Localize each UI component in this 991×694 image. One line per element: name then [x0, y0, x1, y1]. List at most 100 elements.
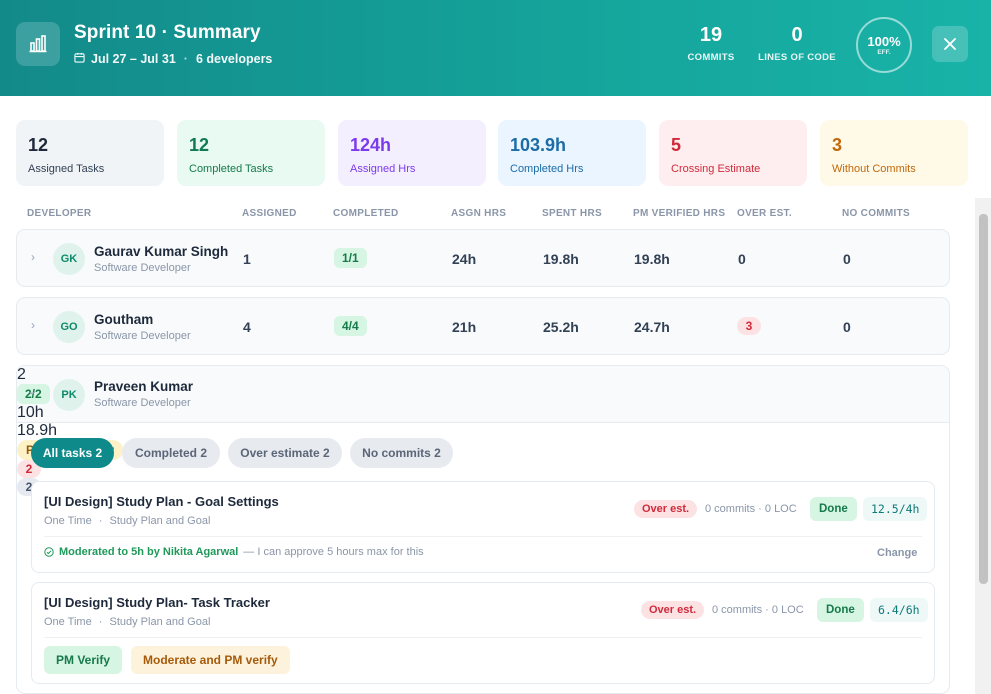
filter-no-commits[interactable]: No commits 2 [350, 438, 453, 468]
summary-label: Completed Hrs [510, 163, 584, 175]
task-meta: One Time · Study Plan and Goal [44, 515, 210, 527]
avatar: GO [53, 311, 85, 343]
pm-verified-hrs: 19.8h [634, 251, 670, 267]
summary-label: Assigned Tasks [28, 163, 105, 175]
efficiency-value: 100% [867, 34, 901, 49]
over-est-badge: 3 [737, 317, 761, 335]
developer-role: Software Developer [94, 262, 191, 274]
close-button[interactable] [932, 26, 968, 62]
task-card[interactable]: [UI Design] Study Plan - Goal Settings O… [31, 481, 935, 573]
table-header: DEVELOPER ASSIGNED COMPLETED ASGN HRS SP… [0, 208, 991, 222]
summary-label: Completed Tasks [189, 163, 274, 175]
avatar: PK [53, 379, 85, 411]
developer-row[interactable]: › GO Goutham Software Developer 4 4/4 21… [16, 297, 950, 355]
filter-over-estimate[interactable]: Over estimate 2 [228, 438, 342, 468]
col-over-est: OVER EST. [737, 208, 792, 219]
col-completed: COMPLETED [333, 208, 399, 219]
task-commits: 0 commits · 0 LOC [705, 503, 797, 515]
col-developer: DEVELOPER [27, 208, 92, 219]
developer-name: Praveen Kumar [94, 379, 194, 394]
col-asgn-hrs: ASGN HRS [451, 208, 507, 219]
hours-badge: 6.4/6h [870, 598, 928, 622]
chevron-down-icon[interactable]: › [26, 391, 40, 395]
filter-all-tasks[interactable]: All tasks 2 [31, 438, 114, 468]
summary-value: 5 [671, 135, 682, 155]
developer-name: Gaurav Kumar Singh [94, 244, 229, 259]
summary-card: 3 Without Commits [820, 120, 968, 186]
summary-card: 12 Completed Tasks [177, 120, 325, 186]
spent-hrs: 19.8h [543, 251, 579, 267]
summary-card: 5 Crossing Estimate [659, 120, 807, 186]
scrollbar-thumb[interactable] [979, 214, 988, 584]
commits-stat: 19 COMMITS [685, 24, 737, 63]
completed-pill: 1/1 [334, 248, 367, 268]
separator-dot: · [183, 52, 188, 66]
efficiency-ring: 100% EFF. [856, 17, 912, 73]
developer-name: Goutham [94, 312, 154, 327]
pm-verify-button[interactable]: PM Verify [44, 646, 123, 674]
loc-stat: 0 LINES OF CODE [757, 24, 837, 63]
assigned-count: 4 [243, 319, 251, 335]
over-est-badge: 2 [17, 460, 41, 478]
task-card[interactable]: [UI Design] Study Plan- Task Tracker One… [31, 582, 935, 684]
change-link[interactable]: Change [877, 547, 918, 559]
page-title: Sprint 10 · Summary [74, 22, 261, 43]
chevron-right-icon[interactable]: › [31, 250, 35, 264]
summary-label: Assigned Hrs [350, 163, 416, 175]
bar-chart-icon [16, 22, 60, 66]
summary-value: 103.9h [510, 135, 567, 155]
sprint-summary-header: Sprint 10 · Summary Jul 27 – Jul 31 · 6 … [0, 0, 991, 96]
moderated-text: Moderated to 5h by Nikita Agarwal [59, 546, 239, 558]
summary-value: 3 [832, 135, 843, 155]
spent-hrs: 25.2h [543, 319, 579, 335]
completed-pill: 2/2 [17, 384, 50, 404]
summary-value: 12 [28, 135, 49, 155]
task-title: [UI Design] Study Plan - Goal Settings [44, 494, 279, 509]
summary-card: 12 Assigned Tasks [16, 120, 164, 186]
avatar: GK [53, 243, 85, 275]
developer-row[interactable]: › PK Praveen Kumar Software Developer 2 … [17, 366, 949, 496]
summary-value: 124h [350, 135, 392, 155]
task-project: Study Plan and Goal [109, 616, 211, 628]
sprint-meta: Jul 27 – Jul 31 · 6 developers [74, 52, 272, 66]
developer-row[interactable]: › GK Gaurav Kumar Singh Software Develop… [16, 229, 950, 287]
commits-value: 19 [699, 24, 723, 46]
task-meta: One Time · Study Plan and Goal [44, 616, 210, 628]
summary-label: Without Commits [832, 163, 916, 175]
close-icon [944, 38, 956, 50]
assigned-count: 1 [243, 251, 251, 267]
chevron-right-icon[interactable]: › [31, 318, 35, 332]
summary-card: 103.9h Completed Hrs [498, 120, 646, 186]
col-assigned: ASSIGNED [242, 208, 297, 219]
no-commits-count: 0 [843, 251, 851, 267]
task-type: One Time [44, 515, 92, 527]
task-title: [UI Design] Study Plan- Task Tracker [44, 595, 270, 610]
efficiency-label: EFF. [877, 49, 891, 56]
loc-value: 0 [791, 24, 803, 46]
col-pm-verified: PM VERIFIED HRS [633, 208, 726, 219]
over-est-tag: Over est. [641, 601, 705, 619]
task-type: One Time [44, 616, 92, 628]
completed-pill: 4/4 [334, 316, 367, 336]
developer-role: Software Developer [94, 397, 191, 409]
check-circle-icon [44, 547, 54, 557]
summary-card: 124h Assigned Hrs [338, 120, 486, 186]
moderate-pm-verify-button[interactable]: Moderate and PM verify [131, 646, 290, 674]
developer-role: Software Developer [94, 330, 191, 342]
col-spent-hrs: SPENT HRS [542, 208, 602, 219]
moderation-note: Moderated to 5h by Nikita Agarwal — I ca… [44, 546, 424, 558]
status-badge: Done [810, 497, 857, 521]
over-est-count: 0 [738, 251, 746, 267]
summary-label: Crossing Estimate [671, 163, 761, 175]
no-commits-count: 0 [843, 319, 851, 335]
task-project: Study Plan and Goal [109, 515, 211, 527]
developer-count: 6 developers [195, 52, 273, 66]
pm-verified-hrs: 24.7h [634, 319, 670, 335]
summary-value: 12 [189, 135, 210, 155]
filter-completed[interactable]: Completed 2 [122, 438, 220, 468]
task-commits: 0 commits · 0 LOC [712, 604, 804, 616]
divider [44, 637, 922, 638]
divider [44, 536, 922, 537]
col-no-commits: NO COMMITS [842, 208, 910, 219]
asgn-hrs: 10h [17, 404, 44, 421]
